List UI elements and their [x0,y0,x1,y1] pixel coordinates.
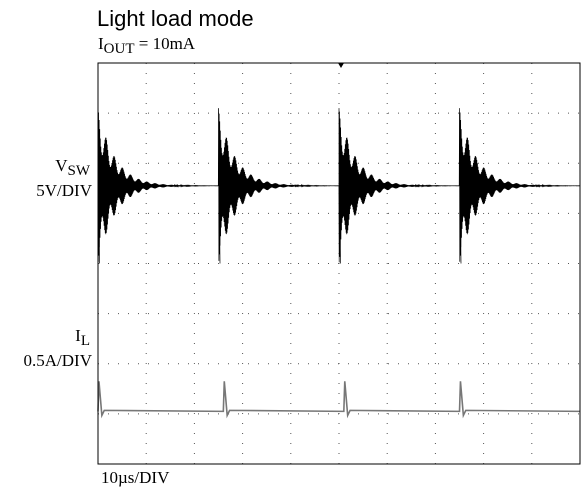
chart-title: Light load mode [97,6,254,31]
trigger-marker-icon [338,63,344,68]
vsw-label-main: V [55,156,68,175]
il-label: IL [0,326,90,350]
subtitle-sub: OUT [103,41,135,57]
il-scale: 0.5A/DIV [23,351,92,370]
subtitle-main: I [98,34,104,53]
il-label-sub: L [80,333,90,349]
time-scale: 10µs/DIV [101,468,170,487]
il-label-main: I [75,326,81,345]
il-trace [97,381,581,419]
vsw-label: VSW [0,156,90,180]
subtitle-rest: = 10mA [134,34,196,53]
vsw-trace [97,108,580,264]
chart-subtitle: IOUT = 10mA [98,34,195,58]
vsw-scale: 5V/DIV [36,181,92,200]
vsw-label-sub: SW [67,163,91,179]
plot-traces [97,108,581,419]
